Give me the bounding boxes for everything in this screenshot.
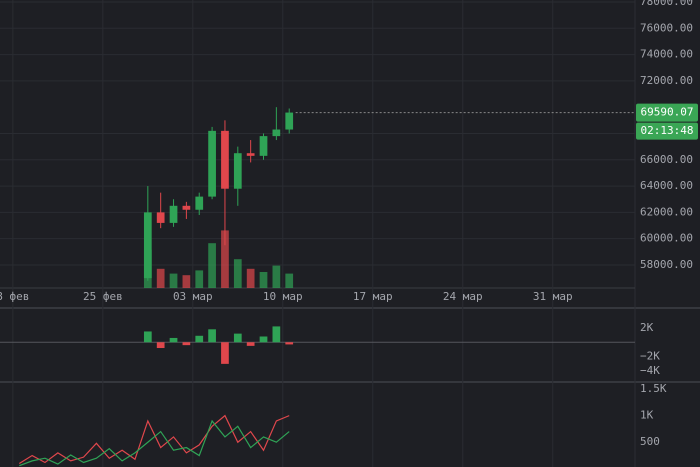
delta-bar bbox=[246, 342, 255, 346]
x-tick-label: 03 мар bbox=[173, 290, 213, 303]
volume-bar bbox=[259, 272, 268, 288]
y-tick-label: 64000.00 bbox=[640, 179, 693, 192]
y-tick-label: 76000.00 bbox=[640, 21, 693, 34]
timer-label: 02:13:48 bbox=[641, 124, 694, 137]
volume-bar bbox=[182, 275, 191, 288]
volume-bar bbox=[272, 265, 281, 288]
delta-bar bbox=[272, 326, 281, 343]
volume-bar bbox=[169, 273, 178, 288]
delta-bar bbox=[221, 342, 229, 364]
volume-bar bbox=[221, 230, 229, 288]
x-tick-label: 8 фев bbox=[0, 290, 29, 303]
x-tick-label: 31 мар bbox=[533, 290, 573, 303]
candle-body bbox=[221, 130, 229, 189]
y-tick-label: 2K bbox=[640, 321, 654, 334]
volume-bar bbox=[195, 270, 204, 288]
y-tick-label: 1.5K bbox=[640, 382, 667, 395]
last-price-label: 69590.07 bbox=[641, 106, 694, 119]
y-tick-label: 78000.00 bbox=[640, 0, 693, 8]
delta-bar bbox=[285, 342, 294, 345]
x-tick-label: 10 мар bbox=[263, 290, 303, 303]
delta-bar bbox=[182, 342, 191, 346]
candle-body bbox=[143, 212, 152, 279]
candle-body bbox=[208, 130, 216, 197]
candle-body bbox=[182, 205, 191, 210]
candle-body bbox=[195, 196, 204, 210]
candle-body bbox=[233, 153, 242, 189]
volume-bar bbox=[233, 259, 242, 288]
volume-bar bbox=[246, 268, 255, 288]
y-tick-label: 500 bbox=[640, 435, 660, 448]
x-tick-label: 25 фев bbox=[83, 290, 123, 303]
y-tick-label: 58000.00 bbox=[640, 258, 693, 271]
volume-bar bbox=[285, 273, 294, 288]
y-tick-label: 60000.00 bbox=[640, 232, 693, 245]
last-price-box bbox=[636, 103, 698, 122]
timer-box bbox=[636, 122, 698, 140]
delta-bar bbox=[233, 333, 242, 343]
volume-bar bbox=[156, 268, 165, 288]
volume-bar bbox=[208, 243, 216, 288]
delta-bar bbox=[195, 335, 204, 343]
indicator-line bbox=[19, 419, 290, 467]
candles bbox=[143, 107, 294, 288]
candle-body bbox=[272, 129, 281, 137]
candle-body bbox=[259, 136, 268, 156]
y-tick-label: 62000.00 bbox=[640, 205, 693, 218]
delta-bar bbox=[143, 331, 152, 343]
y-tick-label: 66000.00 bbox=[640, 153, 693, 166]
y-tick-label: 74000.00 bbox=[640, 48, 693, 61]
delta-bar bbox=[169, 337, 178, 343]
delta-bar bbox=[259, 336, 268, 343]
y-tick-label: 72000.00 bbox=[640, 74, 693, 87]
candle-body bbox=[156, 212, 165, 223]
delta-bar bbox=[156, 342, 165, 349]
delta-bar bbox=[208, 329, 216, 343]
y-tick-label: 1K bbox=[640, 409, 654, 422]
y-tick-label: −4K bbox=[640, 364, 660, 377]
candle-body bbox=[285, 112, 294, 130]
y-tick-label: −2K bbox=[640, 350, 660, 363]
candle-body bbox=[246, 153, 255, 156]
candle-body bbox=[169, 205, 178, 223]
x-tick-label: 24 мар bbox=[443, 290, 483, 303]
x-tick-label: 17 мар bbox=[353, 290, 393, 303]
